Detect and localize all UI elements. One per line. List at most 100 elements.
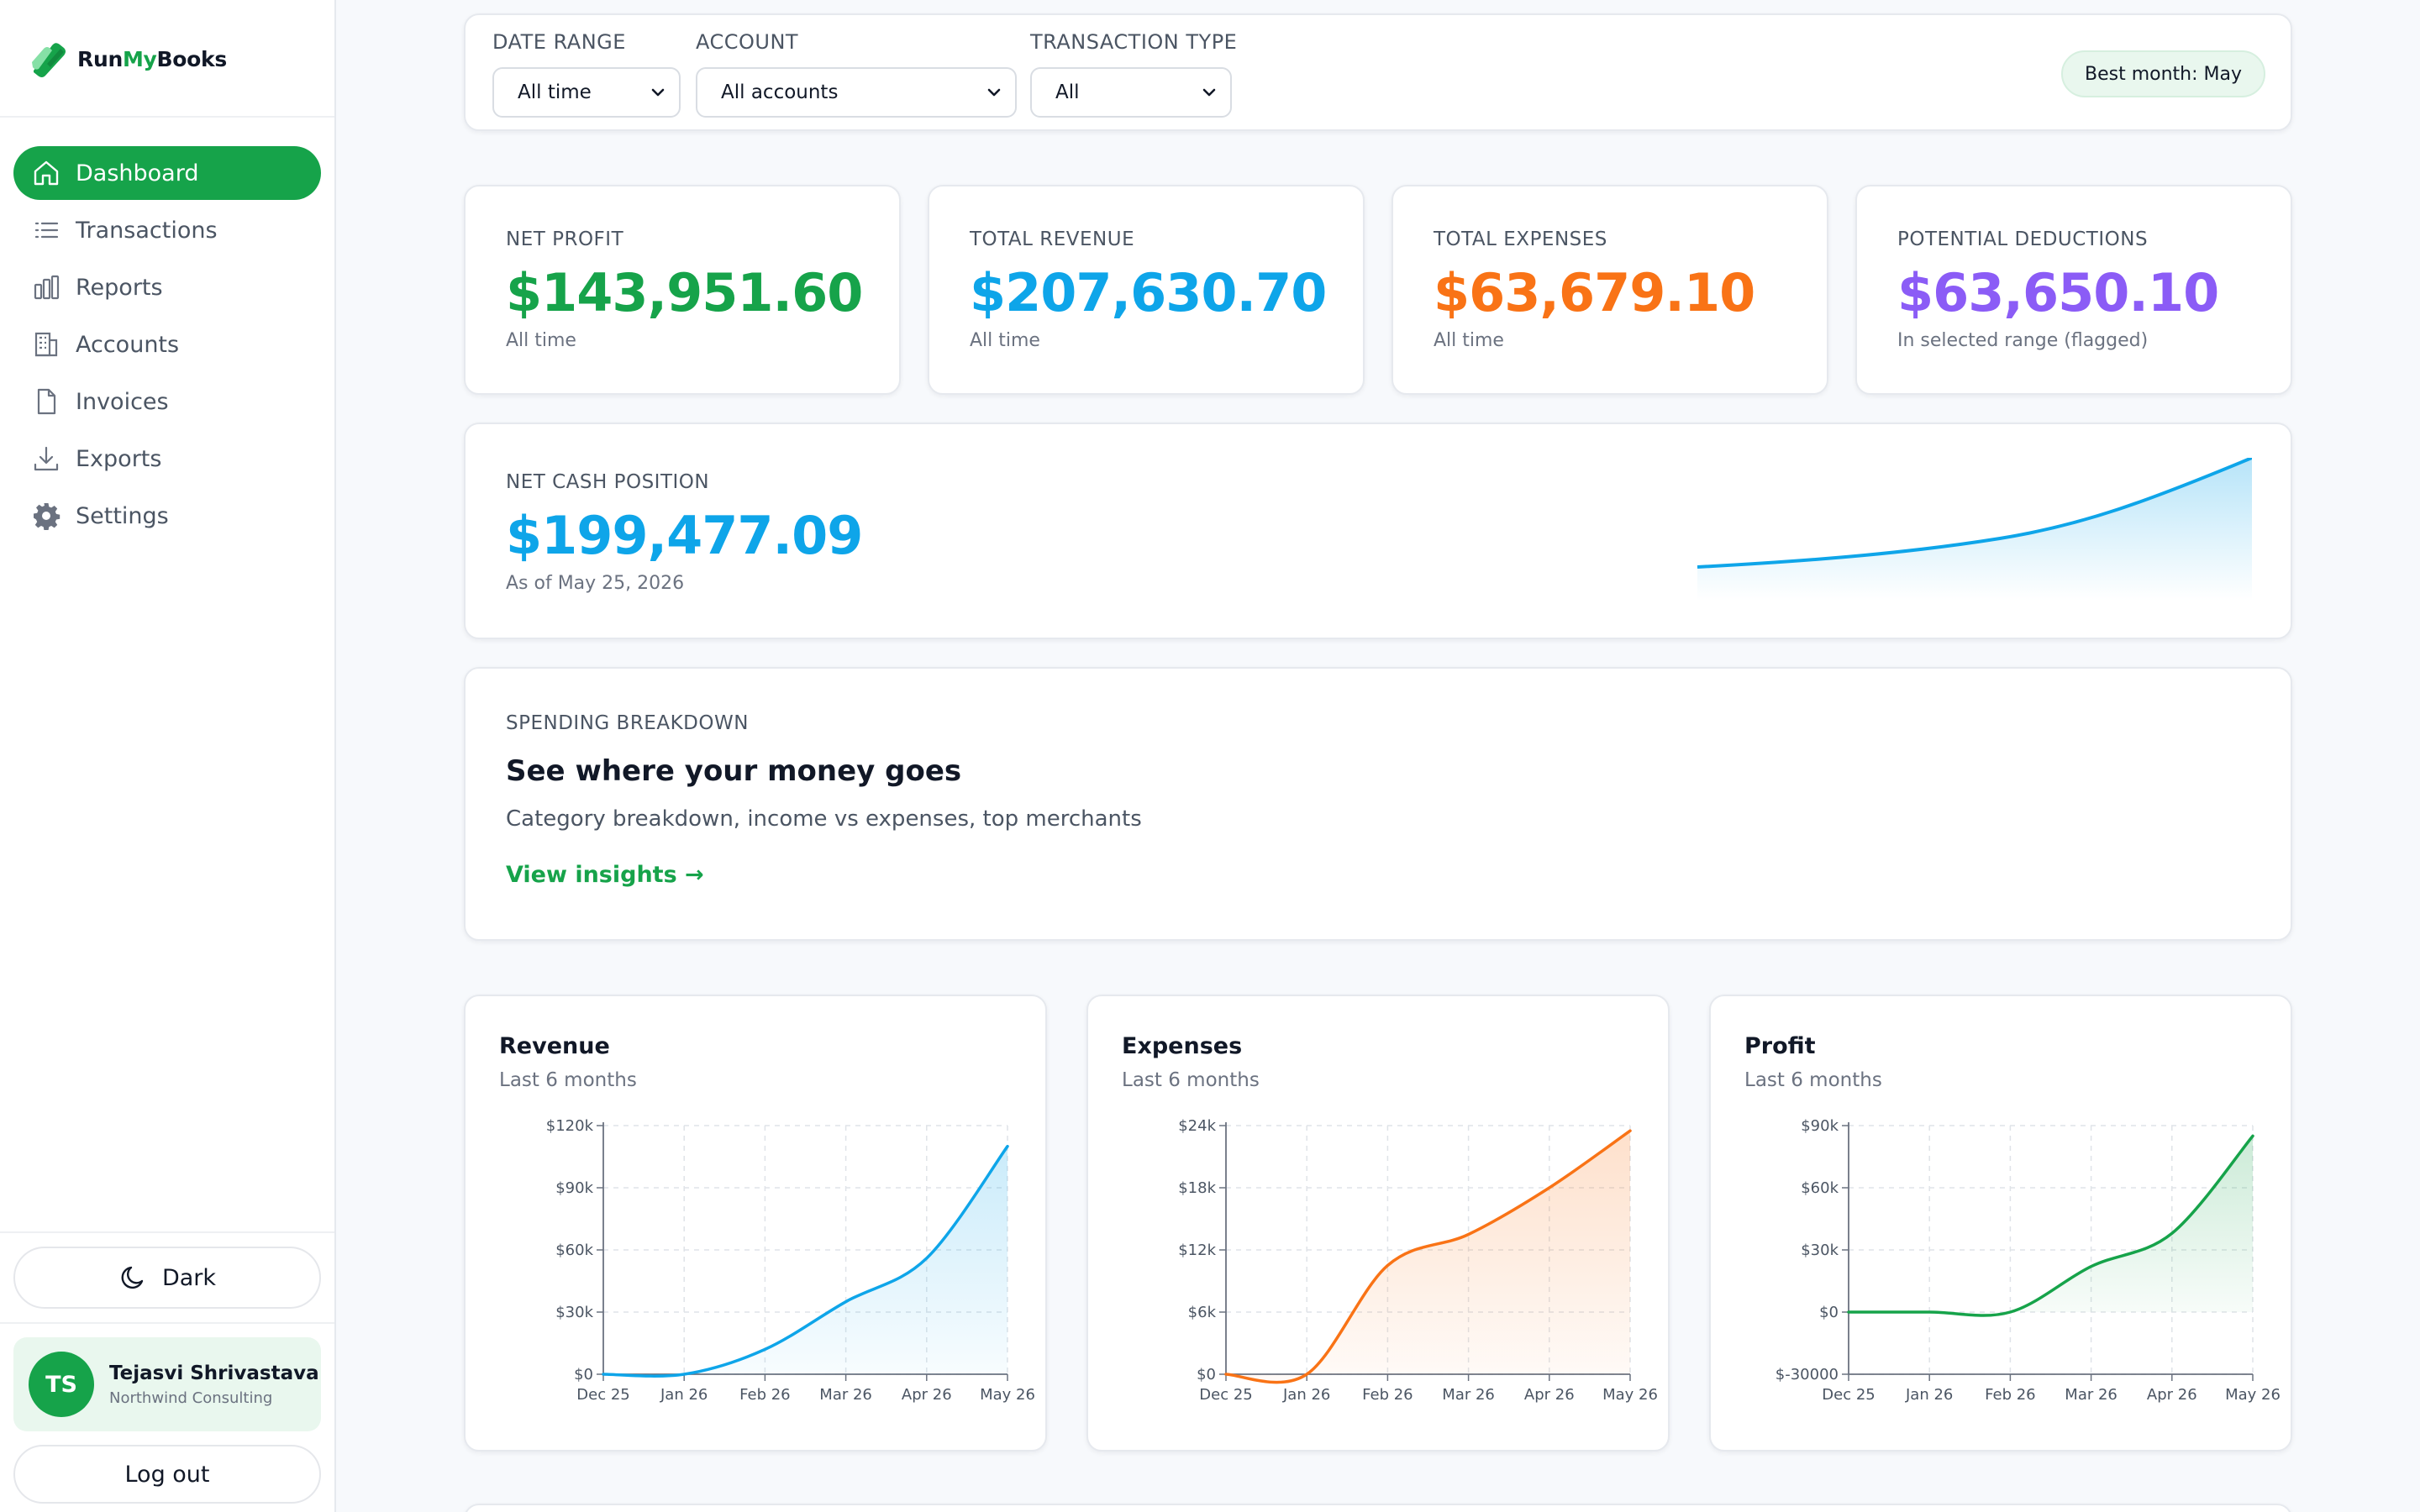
x-tick-label: Mar 26 [819,1386,872,1404]
x-tick-label: Dec 25 [1199,1386,1252,1404]
nav-label: Exports [76,445,162,472]
kpi-label: NET PROFIT [506,228,624,250]
kpi-subtext: All time [1434,330,1504,351]
nav-item-invoices[interactable]: Invoices [13,375,321,428]
kpi-label: NET CASH POSITION [506,471,710,493]
y-tick-label: $60k [1801,1179,1839,1197]
nav-label: Transactions [76,217,218,244]
logout-button[interactable]: Log out [13,1445,321,1504]
net-cash-position-card: NET CASH POSITION $199,477.09 As of May … [464,423,2292,639]
x-tick-label: Jan 26 [1282,1386,1330,1404]
x-tick-label: Feb 26 [1362,1386,1413,1404]
nav-label: Settings [76,502,169,529]
transaction-type-select[interactable]: All [1030,67,1232,118]
filters-bar: DATE RANGE All time ACCOUNT All accounts… [464,13,2292,131]
chart-title: Profit [1744,1033,1816,1059]
nav-label: Accounts [76,331,180,358]
filter-label: TRANSACTION TYPE [1030,30,1238,54]
filter-label: DATE RANGE [492,30,626,54]
x-tick-label: May 26 [980,1386,1035,1404]
section-title: See where your money goes [506,754,962,788]
nav-item-reports[interactable]: Reports [13,260,321,314]
y-tick-label: $60k [555,1242,593,1259]
select-value: All time [518,81,592,103]
kpi-label: TOTAL REVENUE [970,228,1135,250]
series-area [1226,1131,1630,1383]
brand-logo-link[interactable]: RunMyBooks [27,34,227,84]
y-tick-label: $6k [1188,1304,1217,1321]
filter-label: ACCOUNT [696,30,799,54]
nav-item-dashboard[interactable]: Dashboard [13,146,321,200]
x-tick-label: Dec 25 [576,1386,629,1404]
building-icon [32,330,60,359]
nav-item-settings[interactable]: Settings [13,489,321,543]
y-tick-label: $90k [555,1179,593,1197]
y-tick-label: $0 [1819,1304,1839,1321]
chevron-down-icon [987,88,1001,97]
date-range-filter: DATE RANGE All time [492,30,681,118]
account-filter: ACCOUNT All accounts [696,30,1017,118]
chart-subtitle: Last 6 months [1122,1069,1260,1091]
transaction-type-filter: TRANSACTION TYPE All [1030,30,1237,118]
x-tick-label: Apr 26 [902,1386,952,1404]
y-tick-label: $30k [1801,1242,1839,1259]
kpi-value: $207,630.70 [970,262,1327,323]
x-tick-label: Apr 26 [2147,1386,2197,1404]
user-name: Tejasvi Shrivastava [109,1362,319,1384]
cash-sparkline [1697,458,2252,601]
kpi-subtext: As of May 25, 2026 [506,573,685,594]
nav-item-exports[interactable]: Exports [13,432,321,486]
kpi-subtext: All time [506,330,576,351]
x-tick-label: Jan 26 [660,1386,708,1404]
chevron-down-icon [1202,88,1216,97]
section-description: Category breakdown, income vs expenses, … [506,806,1142,832]
revenue-chart: $0 $30k $60k $90k $120k Dec 25 Jan 26 Feb 26 Mar… [546,1117,1035,1404]
avatar: TS [29,1352,94,1417]
chart-subtitle: Last 6 months [499,1069,637,1091]
best-month-badge: Best month: May [2061,50,2265,97]
y-tick-label: $12k [1178,1242,1216,1259]
series-area [1849,1136,2253,1316]
select-value: All [1055,81,1080,103]
nav-label: Dashboard [76,160,199,186]
dark-mode-toggle[interactable]: Dark [13,1247,321,1309]
nav-item-accounts[interactable]: Accounts [13,318,321,371]
sidebar: RunMyBooks Dashboard Transactions Report… [0,0,336,1512]
account-select[interactable]: All accounts [696,67,1017,118]
user-profile[interactable]: TS Tejasvi Shrivastava Northwind Consult… [13,1337,321,1431]
series-line [1224,1129,1632,1384]
document-icon [32,387,60,416]
kpi-label: POTENTIAL DEDUCTIONS [1897,228,2149,250]
gear-icon [32,501,60,530]
profit-chart: $-30000 $0 $30k $60k $90k Dec 25 Jan 26 Feb 26 M… [1776,1117,2281,1404]
sidebar-divider [0,1231,334,1233]
series-line [1847,1134,2254,1317]
y-tick-label: $0 [1197,1366,1216,1383]
section-label: SPENDING BREAKDOWN [506,712,749,734]
list-icon [32,216,60,244]
y-tick-label: $120k [546,1117,594,1135]
sparkline-area [1697,458,2252,601]
kpi-label: TOTAL EXPENSES [1434,228,1607,250]
chart-title: Expenses [1122,1033,1243,1059]
brand-divider [0,116,334,118]
y-tick-label: $24k [1178,1117,1216,1135]
moon-icon [121,1266,144,1289]
dark-mode-label: Dark [161,1264,217,1291]
nav-item-transactions[interactable]: Transactions [13,203,321,257]
x-tick-label: May 26 [1602,1386,1658,1404]
kpi-card-total-revenue: TOTAL REVENUE $207,630.70 All time [928,185,1365,395]
x-tick-label: May 26 [2225,1386,2281,1404]
bar-chart-icon [32,273,60,302]
y-tick-label: $0 [574,1366,593,1383]
revenue-chart-card: Revenue Last 6 months $0 $30k $60k $90k $120… [464,995,1047,1452]
sidebar-divider [0,1322,334,1324]
runmybooks-logo-icon [32,43,66,77]
view-insights-link[interactable]: View insights → [506,862,704,888]
date-range-select[interactable]: All time [492,67,681,118]
nav-label: Invoices [76,388,169,415]
chevron-down-icon [651,88,665,97]
main-nav: Dashboard Transactions Reports Accounts … [13,146,321,546]
kpi-value: $63,650.10 [1897,262,2219,323]
kpi-subtext: All time [970,330,1040,351]
